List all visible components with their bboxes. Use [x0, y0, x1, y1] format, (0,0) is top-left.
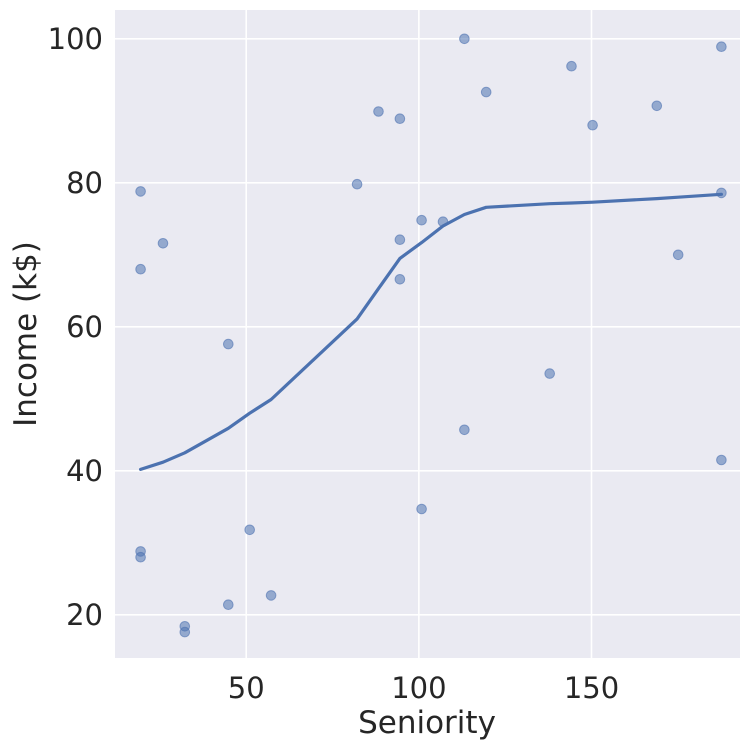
scatter-point [135, 186, 146, 197]
scatter-point [544, 368, 556, 379]
scatter-point [587, 119, 598, 131]
scatter-point [135, 263, 146, 275]
trend-line [139, 192, 723, 471]
plot-area [115, 10, 740, 658]
scatter-point [459, 424, 470, 436]
y-tick-label: 40 [66, 454, 103, 488]
x-axis-label: Seniority [358, 705, 496, 741]
scatter-point [716, 454, 727, 466]
scatter-point [416, 503, 427, 515]
scatter-point [223, 599, 234, 611]
scatter-point [351, 178, 363, 190]
x-tick-label: 50 [228, 671, 265, 705]
scatter-point [651, 100, 663, 112]
scatter-point [459, 33, 470, 45]
y-tick-label: 60 [66, 310, 103, 344]
scatter-point [244, 524, 255, 536]
scatter-point [265, 590, 277, 601]
scatter-point [437, 216, 449, 227]
y-tick-label: 100 [48, 22, 103, 56]
data-points [135, 33, 727, 638]
scatter-point [394, 234, 406, 245]
tick-labels: 50 100 150 20 40 60 80 100 [48, 22, 620, 705]
y-tick-label: 80 [66, 166, 103, 200]
y-axis-label: Income (k$) [8, 241, 44, 427]
scatter-point [135, 551, 146, 563]
scatter-point [373, 106, 384, 117]
scatter-point [480, 86, 492, 98]
scatter-point [566, 60, 577, 72]
scatter-point [179, 626, 191, 638]
x-tick-label: 100 [391, 671, 446, 705]
scatter-point [394, 274, 406, 285]
scatter-point [716, 187, 727, 199]
y-tick-label: 20 [66, 598, 103, 632]
x-tick-label: 150 [564, 671, 619, 705]
scatter-point [416, 214, 427, 226]
scatter-point [223, 338, 234, 350]
scatter-point [672, 249, 684, 261]
scatter-point [394, 113, 406, 124]
scatter-point [157, 238, 169, 249]
scatter-point [716, 41, 727, 53]
grid-lines [115, 10, 740, 658]
